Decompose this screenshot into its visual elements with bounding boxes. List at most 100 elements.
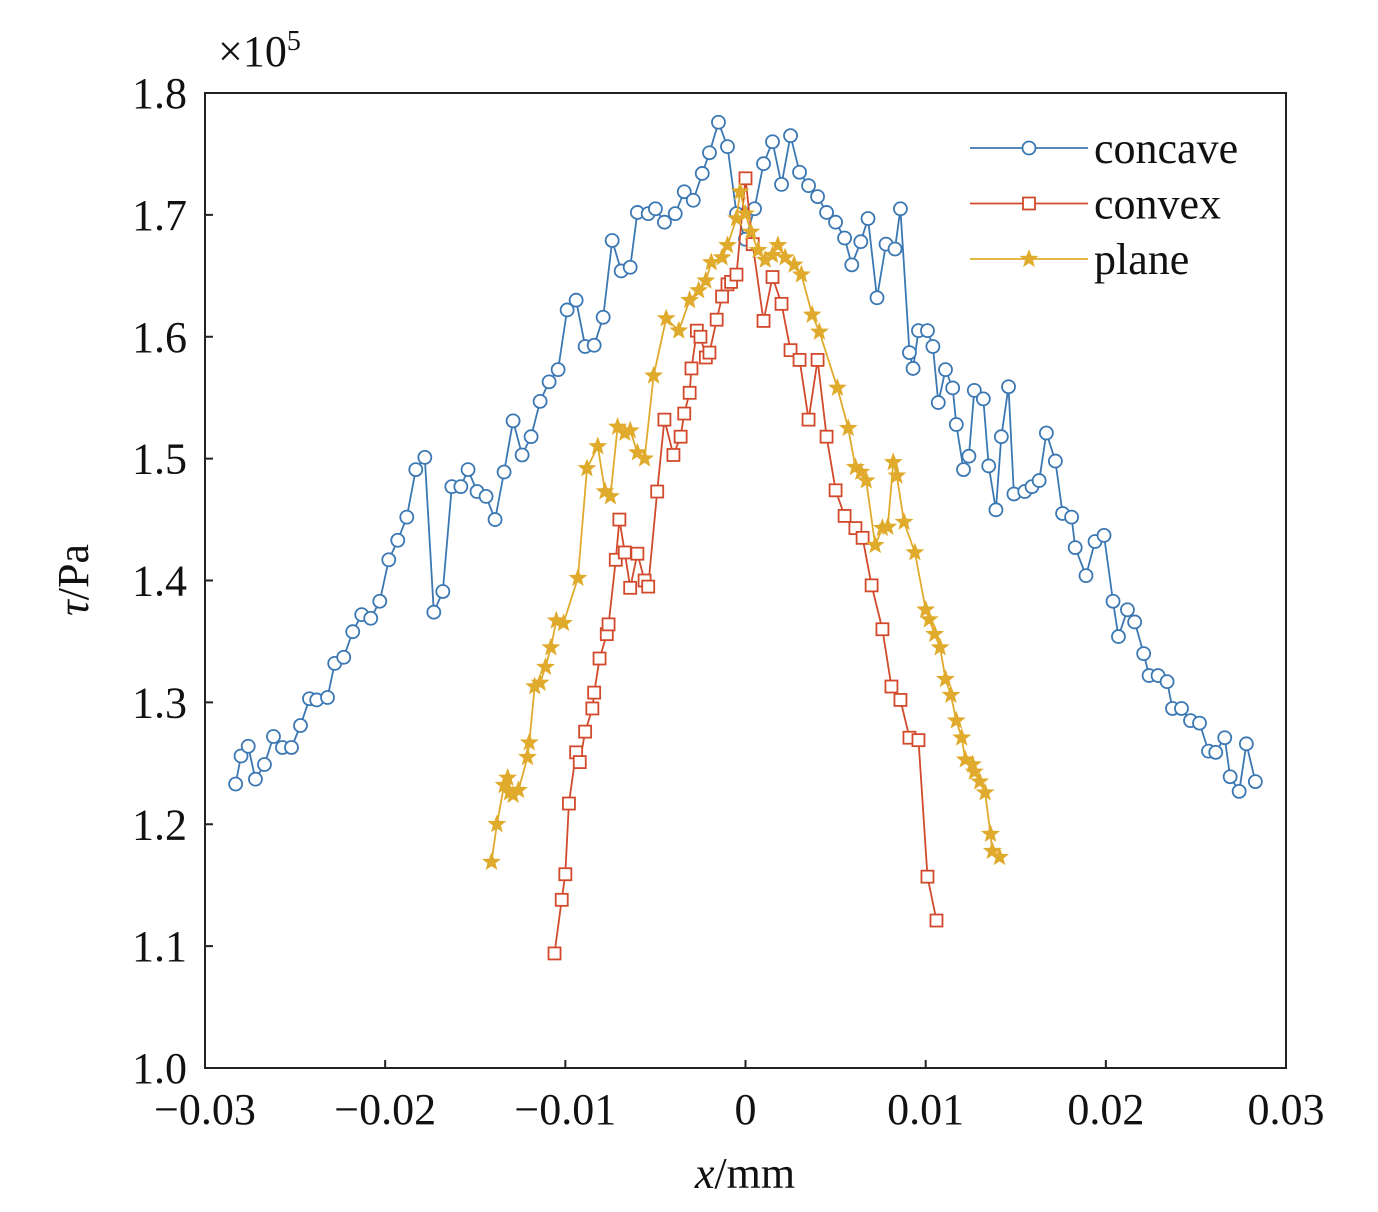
legend-item-plane: plane <box>970 235 1189 284</box>
concave-point <box>1159 674 1175 690</box>
plane-point <box>588 436 608 455</box>
convex-point <box>765 270 780 284</box>
concave-point <box>988 502 1004 518</box>
concave-point <box>363 610 379 626</box>
plane-point <box>519 732 539 751</box>
plane-point <box>635 448 655 467</box>
concave-point <box>1031 473 1047 488</box>
concave-point <box>667 206 683 222</box>
concave-point <box>1067 540 1083 555</box>
convex-point <box>657 412 672 427</box>
y-tick-label: 1.1 <box>132 922 187 971</box>
plane-point <box>791 264 811 283</box>
concave-point <box>320 690 335 705</box>
convex-point <box>558 867 573 882</box>
plane-point <box>554 613 573 632</box>
concave-point <box>1174 701 1189 716</box>
concave-point <box>1192 715 1207 731</box>
convex-point <box>837 509 852 523</box>
convex-point <box>819 429 834 444</box>
concave-point <box>1105 593 1121 609</box>
plane-point <box>946 710 966 729</box>
concave-point <box>1247 774 1263 789</box>
concave-point <box>887 241 903 257</box>
concave-point <box>1111 629 1126 644</box>
concave-point <box>399 509 415 525</box>
plane-point <box>509 780 528 799</box>
plane-point <box>768 235 788 254</box>
concave-point <box>381 552 397 568</box>
convex-point <box>623 580 638 595</box>
plane-point <box>487 814 507 833</box>
y-tick-label: 1.4 <box>132 557 187 606</box>
plane-point <box>541 637 561 656</box>
convex-point <box>693 329 708 344</box>
y-multiplier: ×105 <box>218 26 301 76</box>
legend-item-concave: concave <box>970 124 1238 173</box>
concave-point <box>860 211 876 226</box>
convex-point <box>585 701 600 716</box>
concave-point <box>336 649 352 665</box>
y-tick-label: 1.6 <box>132 313 187 362</box>
y-tick-label: 1.7 <box>132 191 187 240</box>
convex-point <box>810 353 825 367</box>
plane-point <box>936 669 955 688</box>
plane-point <box>530 672 550 691</box>
concave-point <box>844 257 860 273</box>
convex-point <box>684 361 699 376</box>
concave-point <box>774 177 789 192</box>
convex-point <box>709 312 724 327</box>
convex-point <box>828 483 843 498</box>
axis-ticks: −0.03 −0.02 −0.01 0 0.01 0.02 0.03 1.0 1.1 1.2 1.3… <box>132 69 1325 1134</box>
concave-point <box>966 382 982 398</box>
convex-point <box>884 679 899 694</box>
concave-point <box>837 230 852 246</box>
concave-point <box>702 145 717 161</box>
plane-point <box>577 458 597 477</box>
y-axis-unit: /Pa <box>49 544 98 600</box>
concave-point <box>1222 769 1238 785</box>
concave-point <box>541 374 557 390</box>
plane-point <box>941 685 961 704</box>
plane-point <box>894 512 914 531</box>
concave-point <box>559 302 575 318</box>
series-convex <box>547 171 944 961</box>
concave-point <box>869 290 885 306</box>
x-axis-unit: /mm <box>714 1149 795 1198</box>
convex-point <box>792 353 807 367</box>
plane-point <box>887 465 907 484</box>
convex-point <box>911 733 926 748</box>
legend-marker <box>1021 140 1037 156</box>
x-tick-label: 0.01 <box>887 1085 964 1134</box>
plane-point <box>680 290 700 309</box>
x-tick-label: 0.03 <box>1248 1085 1325 1134</box>
plane-point <box>856 470 876 489</box>
concave-point <box>487 512 503 527</box>
concave-point <box>1238 736 1254 752</box>
plane-point <box>851 462 871 481</box>
convex-point <box>855 530 870 545</box>
x-tick-label: −0.01 <box>514 1085 616 1134</box>
plane-point <box>865 535 885 554</box>
concave-point <box>948 417 964 432</box>
concave-point <box>945 380 961 396</box>
y-axis-var: τ <box>49 598 98 616</box>
y-tick-label: 1.8 <box>132 69 187 118</box>
concave-point <box>930 395 946 410</box>
y-tick-label: 1.5 <box>132 435 187 484</box>
concave-point <box>514 447 530 463</box>
legend-label: convex <box>1094 180 1221 229</box>
plane-point <box>620 420 640 439</box>
legend-marker <box>1019 249 1039 268</box>
convex-point <box>641 579 656 594</box>
concave-point <box>694 166 710 181</box>
plane-point <box>883 452 903 471</box>
plane-point <box>568 568 588 587</box>
concave-point <box>453 479 469 495</box>
concave-point <box>417 450 433 465</box>
concave-point <box>505 413 521 429</box>
concave-point <box>676 184 692 200</box>
convex-point <box>864 578 879 593</box>
series-concave <box>228 114 1263 799</box>
concave-point <box>975 391 991 407</box>
